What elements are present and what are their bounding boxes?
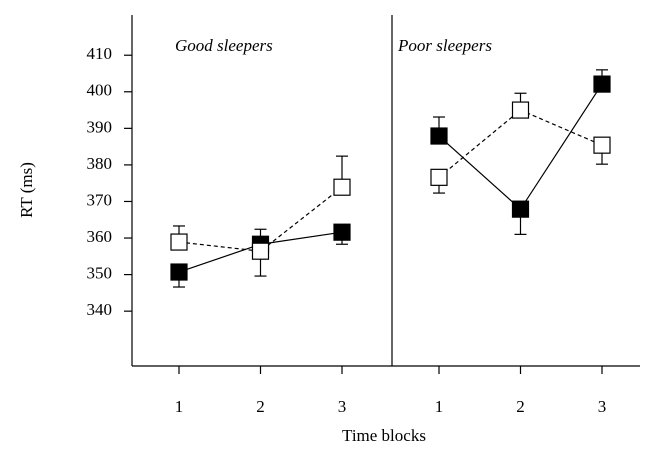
data-point — [593, 75, 611, 93]
y-tick-label: 340 — [87, 300, 113, 319]
panel-title: Good sleepers — [175, 36, 273, 55]
y-tick-label: 350 — [87, 264, 113, 283]
panel-title: Poor sleepers — [397, 36, 492, 55]
data-point — [333, 223, 351, 241]
y-axis-label: RT (ms) — [17, 162, 36, 218]
data-point — [430, 168, 448, 186]
y-tick-label: 380 — [87, 154, 113, 173]
data-point — [333, 178, 351, 196]
data-point — [511, 101, 530, 119]
y-tick-label: 370 — [87, 190, 113, 209]
data-point — [170, 233, 188, 251]
x-tick-label: 1 — [175, 397, 184, 416]
data-point — [430, 127, 448, 145]
x-tick-label: 2 — [516, 397, 525, 416]
y-tick-label: 400 — [87, 81, 113, 100]
y-tick-label: 360 — [87, 227, 113, 246]
series-line — [438, 109, 603, 178]
x-tick-label: 1 — [435, 397, 444, 416]
y-tick-label: 410 — [87, 44, 113, 63]
x-tick-label: 3 — [598, 397, 607, 416]
data-point — [511, 200, 530, 218]
data-point — [251, 242, 270, 260]
data-point — [170, 263, 188, 281]
x-tick-label: 3 — [338, 397, 347, 416]
data-point — [593, 136, 611, 154]
x-tick-label: 2 — [256, 397, 265, 416]
y-tick-label: 390 — [87, 117, 113, 136]
x-axis-label: Time blocks — [342, 426, 426, 445]
